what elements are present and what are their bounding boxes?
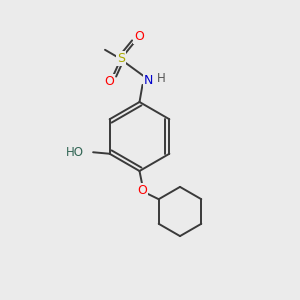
Text: N: N (144, 74, 153, 87)
Text: O: O (138, 184, 147, 197)
Text: H: H (157, 72, 166, 86)
Text: S: S (117, 52, 125, 65)
Text: O: O (105, 75, 114, 88)
Text: O: O (134, 30, 144, 44)
Text: HO: HO (65, 146, 83, 159)
